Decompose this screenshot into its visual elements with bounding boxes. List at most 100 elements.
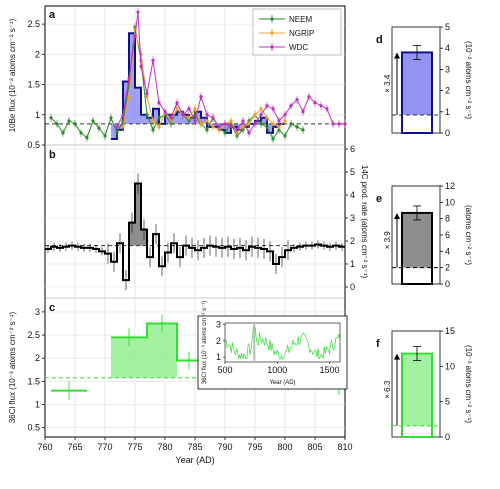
y-axis-label-f: (10⁻³ atoms cm⁻² s⁻¹) (464, 345, 473, 423)
y-tick-label: 0.5 (27, 140, 40, 150)
wdc-point (337, 122, 341, 126)
x-tick-label: 775 (127, 442, 142, 452)
y-tick-label: 2 (445, 263, 450, 273)
y-axis-label-a: 10Be flux (10⁻² atoms cm⁻² s⁻¹) (8, 18, 17, 132)
wdc-point (127, 76, 131, 81)
y-tick-label: 1 (35, 110, 40, 120)
wdc-point (199, 95, 203, 99)
y-tick-label: 15 (445, 326, 455, 336)
panel-label-d: d (376, 34, 383, 46)
panel-label-b: b (49, 149, 56, 161)
neem-point (103, 134, 107, 138)
y-tick-label: 6 (350, 144, 355, 154)
ratio-arrowhead (394, 212, 400, 219)
ngrip-point (193, 107, 197, 111)
ngrip-point (259, 107, 263, 111)
ngrip-point (229, 119, 233, 123)
ngrip-point (265, 116, 269, 120)
wdc-point (145, 92, 149, 96)
y-tick-label: 8 (445, 214, 450, 224)
y-tick-label: 12 (445, 181, 455, 191)
wdc-point (223, 122, 227, 126)
y-tick-label: 2 (445, 86, 450, 96)
wdc-point (289, 104, 293, 108)
legend-label: NGRIP (289, 29, 314, 38)
neem-point (49, 116, 53, 120)
y-tick-label: 4 (445, 246, 450, 256)
y-tick-label: 5 (350, 167, 355, 177)
wdc-point (343, 122, 347, 126)
neem-point (61, 131, 65, 135)
neem-point (97, 126, 101, 130)
neem-point (55, 122, 59, 126)
x-tick-label: 790 (217, 442, 232, 452)
wdc-point (265, 104, 269, 108)
y-axis-label-d: (10⁻² atoms cm⁻² s⁻¹) (464, 41, 473, 119)
ngrip-point (151, 119, 155, 123)
ratio-label: × 3.4 (383, 74, 392, 93)
y-tick-label: 0 (445, 432, 450, 442)
ngrip-point (175, 107, 179, 111)
wdc-point (283, 113, 287, 117)
neem-point (73, 122, 77, 126)
wdc-point (319, 104, 323, 108)
panel-label-f: f (376, 338, 380, 350)
inset-y-tick-label: 2 (216, 336, 221, 346)
panel-d: 0 1 2 3 4 5 × 3.4 d (10⁻² atoms cm⁻² s⁻¹) (376, 22, 473, 138)
inset-x-tick-label: 1500 (320, 365, 340, 375)
y-tick-label: 1.5 (27, 80, 40, 90)
neem-point (157, 116, 161, 120)
wdc-point (241, 119, 245, 123)
y-tick-label: 10 (445, 197, 455, 207)
y-tick-label: 3 (445, 64, 450, 74)
legend-label: WDC (289, 43, 308, 52)
wdc-point (247, 131, 251, 135)
ngrip-point (283, 119, 287, 123)
legend: NEEM NGRIP WDC (252, 8, 342, 56)
neem-point (145, 113, 149, 117)
inset-y-tick-label: 3 (216, 320, 221, 330)
wdc-point (157, 101, 161, 105)
wdc-point (211, 116, 215, 120)
y-tick-label: 2 (35, 353, 40, 363)
neem-point (289, 122, 293, 126)
ngrip-point (277, 125, 281, 129)
inset-x-tick-label: 1000 (267, 365, 287, 375)
ngrip-point (121, 125, 125, 129)
ngrip-point (205, 119, 209, 123)
wdc-point (136, 10, 140, 14)
neem-point (67, 119, 71, 123)
wdc-point (175, 101, 179, 105)
y-tick-label: 4 (445, 43, 450, 53)
neem-point (301, 128, 305, 132)
y-tick-label: 0 (445, 128, 450, 138)
y-axis-label-b: 14C prod. rate (atoms cm⁻² s⁻¹) (360, 165, 369, 279)
wdc-point (259, 113, 263, 117)
wdc-point (307, 95, 311, 99)
wdc-series-line (116, 11, 345, 134)
neem-point (109, 116, 113, 120)
ngrip-point (187, 116, 191, 120)
neem-point (223, 131, 227, 135)
y-tick-label: 6 (445, 230, 450, 240)
x-tick-label: 760 (37, 442, 52, 452)
wdc-point (121, 113, 125, 117)
wdc-point (205, 113, 209, 117)
x-axis-label: Year (AD) (175, 455, 214, 465)
ratio-arrowhead (394, 52, 400, 59)
panel-f: 0 5 10 15 × 6.3 f (10⁻³ atoms cm⁻² s⁻¹) (376, 326, 473, 442)
bar (403, 213, 431, 268)
y-tick-label: 0.5 (27, 423, 40, 433)
y-axis-label-e: (atoms cm⁻² s⁻¹) (464, 205, 473, 265)
y-tick-label: 3 (350, 213, 355, 223)
inset-line (224, 327, 341, 360)
wdc-point (295, 98, 299, 102)
wdc-point (271, 107, 275, 111)
neem-point (85, 136, 89, 140)
inset-x-tick-label: 500 (217, 365, 232, 375)
y-tick-label: 1 (35, 400, 40, 410)
wdc-point (139, 64, 143, 69)
y-tick-label: 4 (350, 190, 355, 200)
inset-y-axis-label: 36Cl flux (10⁻³ atoms cm⁻² s⁻¹) (202, 301, 208, 385)
